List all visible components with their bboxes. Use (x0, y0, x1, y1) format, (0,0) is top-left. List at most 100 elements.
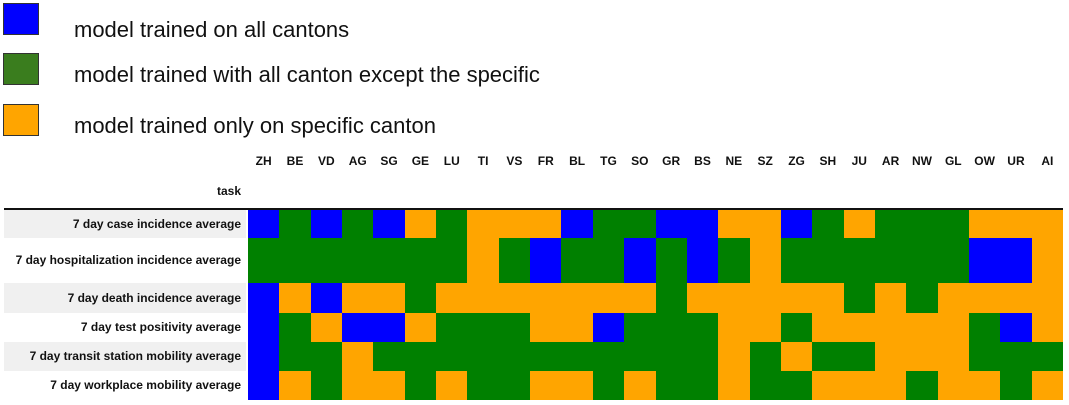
heatmap-cell (656, 313, 687, 342)
column-label-bs: BS (694, 154, 711, 168)
heatmap-cell (499, 313, 530, 342)
row-label: 7 day case incidence average (72, 216, 241, 231)
heatmap-cell (311, 342, 342, 371)
heatmap-cell (938, 283, 969, 313)
heatmap-cell (342, 283, 373, 313)
column-label-sh: SH (819, 154, 837, 168)
heatmap-cell (1000, 342, 1032, 371)
column-label-ju: JU (851, 154, 867, 168)
heatmap-cell (624, 283, 656, 313)
row-label: 7 day transit station mobility average (29, 349, 241, 363)
heatmap-cell (405, 238, 436, 283)
column-label-tg: TG (600, 154, 617, 168)
heatmap-cell (530, 283, 561, 313)
heatmap-cell (279, 313, 311, 342)
heatmap-cell (750, 238, 781, 283)
heatmap-cell (279, 371, 311, 400)
heatmap-cell (906, 313, 938, 342)
heatmap-cell (687, 238, 718, 283)
heatmap-cell (561, 238, 593, 283)
heatmap-cell (342, 313, 373, 342)
heatmap-cell (436, 238, 467, 283)
heatmap-cell (373, 371, 405, 400)
heatmap-cell (875, 283, 906, 313)
heatmap-cell (812, 210, 844, 238)
heatmap-cell (405, 283, 436, 313)
column-label-ge: GE (411, 154, 430, 168)
heatmap-cell (405, 313, 436, 342)
legend-label-except-specific: model trained with all canton except the… (74, 62, 540, 87)
heatmap-cell (593, 371, 624, 400)
row-label: 7 day hospitalization incidence average (15, 253, 241, 267)
heatmap-cell (718, 313, 750, 342)
heatmap-cell (311, 371, 342, 400)
column-label-ag: AG (348, 154, 367, 168)
heatmap-cell (248, 371, 279, 400)
header-divider (4, 208, 1063, 210)
column-label-fr: FR (537, 154, 554, 168)
heatmap-cell (248, 210, 279, 238)
heatmap-cell (844, 238, 875, 283)
heatmap-cell (405, 210, 436, 238)
heatmap-cell (530, 371, 561, 400)
heatmap-cell (969, 283, 1000, 313)
heatmap-cell (844, 313, 875, 342)
heatmap-cell (969, 238, 1000, 283)
heatmap-cell (718, 238, 750, 283)
heatmap-cell (248, 342, 279, 371)
heatmap-cell (687, 210, 718, 238)
heatmap-cell (906, 210, 938, 238)
heatmap-cell (1000, 283, 1032, 313)
heatmap-cell (530, 210, 561, 238)
column-label-zg: ZG (788, 154, 805, 168)
heatmap-cell (938, 313, 969, 342)
heatmap-cell (969, 313, 1000, 342)
heatmap-cell (844, 283, 875, 313)
heatmap-cell (906, 238, 938, 283)
heatmap-cell (718, 371, 750, 400)
column-label-vd: VD (318, 154, 335, 168)
column-label-so: SO (631, 154, 649, 168)
heatmap-cell (875, 342, 906, 371)
heatmap-cell (436, 371, 467, 400)
heatmap-cell (1000, 371, 1032, 400)
heatmap-cell (750, 342, 781, 371)
heatmap-cell (938, 371, 969, 400)
heatmap-cell (311, 283, 342, 313)
column-label-zh: ZH (255, 154, 272, 168)
heatmap-cell (624, 313, 656, 342)
heatmap-cell (938, 342, 969, 371)
heatmap-cell (624, 238, 656, 283)
heatmap-cell (1032, 283, 1063, 313)
heatmap-cell (906, 283, 938, 313)
column-label-vs: VS (506, 154, 523, 168)
heatmap-cell (467, 210, 499, 238)
heatmap-cell (781, 210, 812, 238)
heatmap-cell (248, 238, 279, 283)
column-label-gl: GL (944, 154, 962, 168)
heatmap-cell (906, 371, 938, 400)
heatmap-cell (342, 371, 373, 400)
heatmap-cell (750, 313, 781, 342)
column-label-bl: BL (569, 154, 586, 168)
heatmap-cell (342, 238, 373, 283)
heatmap-cell (781, 371, 812, 400)
heatmap-cell (593, 342, 624, 371)
heatmap-cell (718, 210, 750, 238)
column-label-ti: TI (477, 154, 489, 168)
heatmap-cell (467, 238, 499, 283)
heatmap-cell (718, 342, 750, 371)
row-band (4, 210, 246, 238)
heatmap-cell (561, 371, 593, 400)
heatmap-cell (593, 238, 624, 283)
heatmap-cell (467, 313, 499, 342)
heatmap-cell (781, 283, 812, 313)
heatmap-cell (812, 238, 844, 283)
column-label-ar: AR (881, 154, 900, 168)
heatmap-cell (467, 283, 499, 313)
heatmap-cell (875, 371, 906, 400)
heatmap-cell (687, 371, 718, 400)
row-label: 7 day death incidence average (67, 290, 241, 305)
heatmap-cell (530, 313, 561, 342)
